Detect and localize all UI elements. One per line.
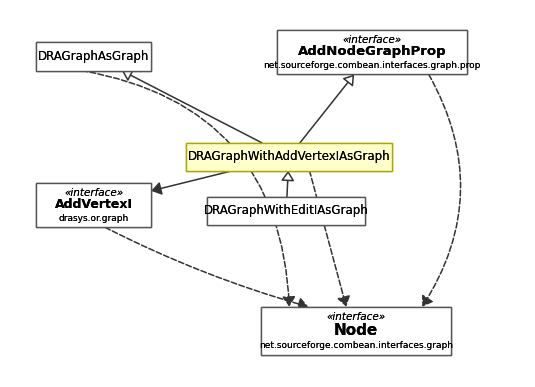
FancyBboxPatch shape (277, 30, 467, 74)
FancyBboxPatch shape (277, 30, 467, 74)
FancyBboxPatch shape (208, 197, 365, 225)
FancyArrowPatch shape (300, 75, 353, 143)
Text: DRAGraphWithAddVertexIAsGraph: DRAGraphWithAddVertexIAsGraph (188, 150, 390, 163)
FancyBboxPatch shape (36, 42, 151, 70)
Text: «interface»: «interface» (64, 188, 123, 198)
Text: net.sourceforge.combean.interfaces.graph: net.sourceforge.combean.interfaces.graph (259, 341, 453, 350)
Text: Node: Node (334, 323, 378, 338)
FancyArrowPatch shape (423, 74, 461, 306)
FancyArrowPatch shape (282, 172, 293, 197)
Text: DRAGraphWithEditIAsGraph: DRAGraphWithEditIAsGraph (204, 204, 369, 217)
Text: AddVertexI: AddVertexI (55, 198, 133, 211)
Text: net.sourceforge.combean.interfaces.graph.prop: net.sourceforge.combean.interfaces.graph… (263, 61, 480, 70)
Text: drasys.or.graph: drasys.or.graph (58, 214, 129, 223)
Text: AddVertexI: AddVertexI (55, 198, 133, 211)
Text: net.sourceforge.combean.interfaces.graph: net.sourceforge.combean.interfaces.graph (259, 341, 453, 350)
FancyBboxPatch shape (261, 307, 450, 355)
FancyBboxPatch shape (36, 42, 151, 70)
Text: «interface»: «interface» (326, 312, 385, 322)
FancyBboxPatch shape (36, 183, 151, 228)
FancyBboxPatch shape (186, 143, 392, 171)
FancyBboxPatch shape (36, 183, 151, 228)
Text: Node: Node (334, 323, 378, 338)
Text: drasys.or.graph: drasys.or.graph (58, 214, 129, 223)
FancyBboxPatch shape (261, 307, 450, 355)
FancyArrowPatch shape (309, 171, 349, 305)
Text: AddNodeGraphProp: AddNodeGraphProp (297, 45, 446, 58)
Text: DRAGraphWithEditIAsGraph: DRAGraphWithEditIAsGraph (204, 204, 369, 217)
FancyBboxPatch shape (208, 197, 365, 225)
FancyArrowPatch shape (82, 70, 294, 305)
Text: DRAGraphAsGraph: DRAGraphAsGraph (38, 50, 149, 63)
Text: «interface»: «interface» (342, 35, 401, 45)
FancyArrowPatch shape (105, 228, 307, 310)
Text: «interface»: «interface» (342, 35, 401, 45)
Text: net.sourceforge.combean.interfaces.graph.prop: net.sourceforge.combean.interfaces.graph… (263, 61, 480, 70)
FancyBboxPatch shape (186, 143, 392, 171)
FancyArrowPatch shape (152, 171, 233, 194)
FancyArrowPatch shape (123, 70, 262, 143)
Text: «interface»: «interface» (64, 188, 123, 198)
Text: DRAGraphAsGraph: DRAGraphAsGraph (38, 50, 149, 63)
Text: «interface»: «interface» (326, 312, 385, 322)
Text: DRAGraphWithAddVertexIAsGraph: DRAGraphWithAddVertexIAsGraph (188, 150, 390, 163)
Text: AddNodeGraphProp: AddNodeGraphProp (297, 45, 446, 58)
